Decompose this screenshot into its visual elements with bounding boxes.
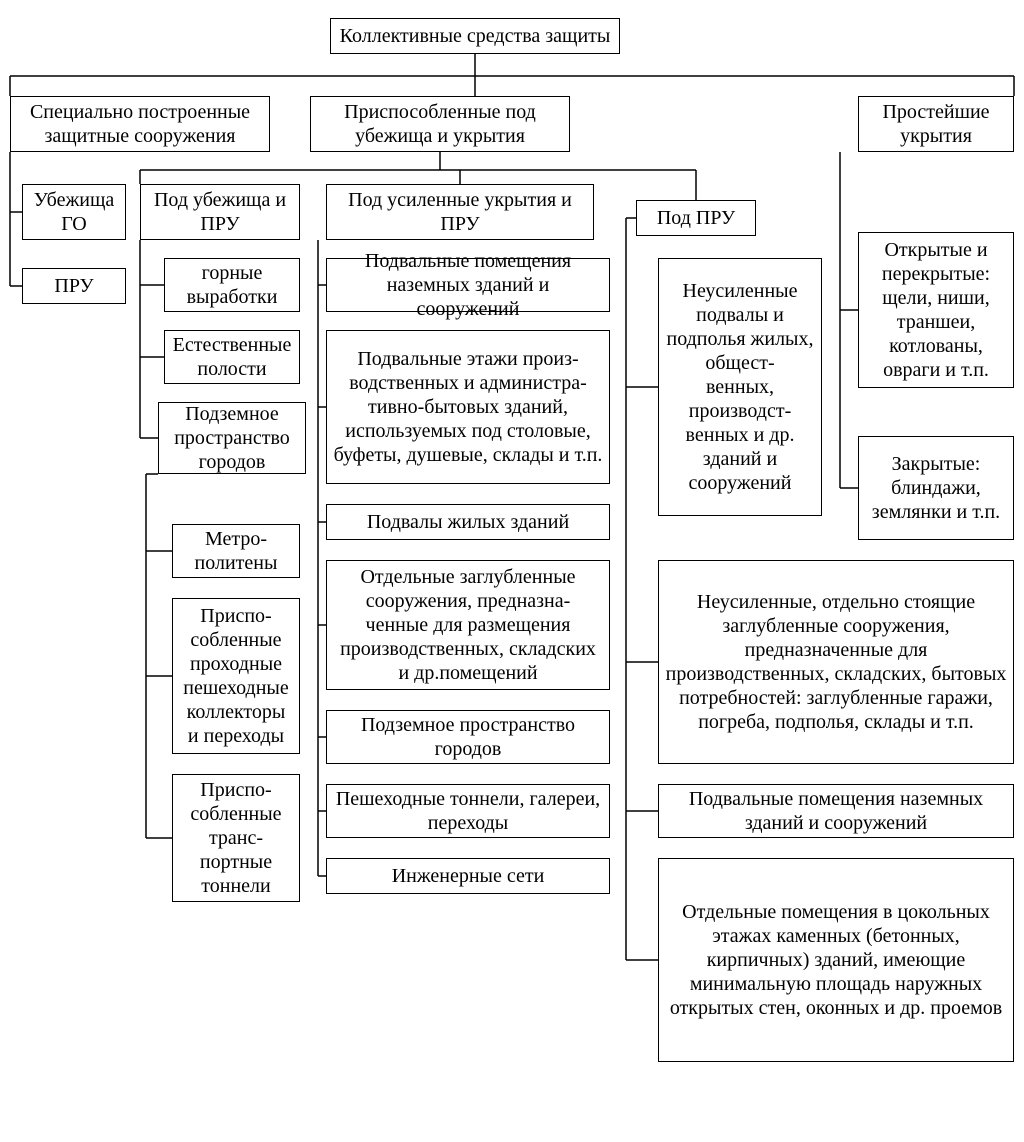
node-root: Коллективные средства защиты [330, 18, 620, 54]
node-b1: Специально построенные защитные сооружен… [10, 96, 270, 152]
node-label: Коллективные средства защиты [340, 24, 611, 48]
node-label: Отдельные заглубленные сооружения, предн… [333, 565, 603, 685]
node-a2: Естественные полости [164, 330, 300, 384]
node-label: Под убежища и ПРУ [147, 188, 293, 236]
node-p4: Отдельные помещения в цокольных этажах к… [658, 858, 1014, 1062]
node-label: Убежища ГО [29, 188, 119, 236]
node-b1a: Убежища ГО [22, 184, 126, 240]
node-u1: Подвальные помещения наземных зданий и с… [326, 258, 610, 312]
node-b2c: Под ПРУ [636, 200, 756, 236]
node-label: Подземное пространство городов [165, 402, 299, 474]
node-u2: Подвальные этажи произ-водственных и адм… [326, 330, 610, 484]
node-a6: Приспо-собленные транс-портные тоннели [172, 774, 300, 902]
node-b2: Приспособленные под убежища и укрытия [310, 96, 570, 152]
node-s1: Открытые и перекрытые: щели, ниши, транш… [858, 232, 1014, 388]
diagram-canvas: Коллективные средства защиты Специально п… [0, 0, 1024, 1142]
node-label: Простейшие укрытия [865, 100, 1007, 148]
node-b2a: Под убежища и ПРУ [140, 184, 300, 240]
node-b3: Простейшие укрытия [858, 96, 1014, 152]
node-p2: Неусиленные, отдельно стоящие заглубленн… [658, 560, 1014, 764]
node-u6: Пешеходные тоннели, галереи, переходы [326, 784, 610, 838]
node-label: Приспо-собленные проходные пешеходные ко… [179, 604, 293, 748]
node-label: Приспособленные под убежища и укрытия [317, 100, 563, 148]
node-s2: Закрытые: блиндажи, землянки и т.п. [858, 436, 1014, 540]
node-a1: горные выработки [164, 258, 300, 312]
node-u3: Подвалы жилых зданий [326, 504, 610, 540]
node-label: ПРУ [54, 274, 93, 298]
node-a5: Приспо-собленные проходные пешеходные ко… [172, 598, 300, 754]
node-label: Закрытые: блиндажи, землянки и т.п. [865, 452, 1007, 524]
node-label: Пешеходные тоннели, галереи, переходы [333, 787, 603, 835]
node-u4: Отдельные заглубленные сооружения, предн… [326, 560, 610, 690]
node-p1: Неусиленные подвалы и подполья жилых, об… [658, 258, 822, 516]
node-a3: Подземное пространство городов [158, 402, 306, 474]
node-label: Неусиленные подвалы и подполья жилых, об… [665, 279, 815, 495]
node-p3: Подвальные помещения наземных зданий и с… [658, 784, 1014, 838]
node-label: Подвальные помещения наземных зданий и с… [665, 787, 1007, 835]
node-label: Естественные полости [171, 333, 293, 381]
node-label: Специально построенные защитные сооружен… [17, 100, 263, 148]
node-b1b: ПРУ [22, 268, 126, 304]
node-a4: Метро-политены [172, 524, 300, 578]
node-label: Под усиленные укрытия и ПРУ [333, 188, 587, 236]
node-b2b: Под усиленные укрытия и ПРУ [326, 184, 594, 240]
node-label: Отдельные помещения в цокольных этажах к… [665, 900, 1007, 1020]
node-label: Открытые и перекрытые: щели, ниши, транш… [865, 238, 1007, 382]
node-label: Подвальные этажи произ-водственных и адм… [333, 347, 603, 467]
node-label: Инженерные сети [392, 864, 545, 888]
node-u7: Инженерные сети [326, 858, 610, 894]
node-label: Приспо-собленные транс-портные тоннели [179, 778, 293, 898]
node-label: Метро-политены [195, 527, 278, 575]
node-label: Подвалы жилых зданий [367, 510, 569, 534]
node-label: Подвальные помещения наземных зданий и с… [333, 249, 603, 321]
node-label: Подземное пространство городов [333, 713, 603, 761]
node-label: горные выработки [171, 261, 293, 309]
node-u5: Подземное пространство городов [326, 710, 610, 764]
node-label: Неусиленные, отдельно стоящие заглубленн… [665, 590, 1007, 734]
node-label: Под ПРУ [657, 206, 735, 230]
